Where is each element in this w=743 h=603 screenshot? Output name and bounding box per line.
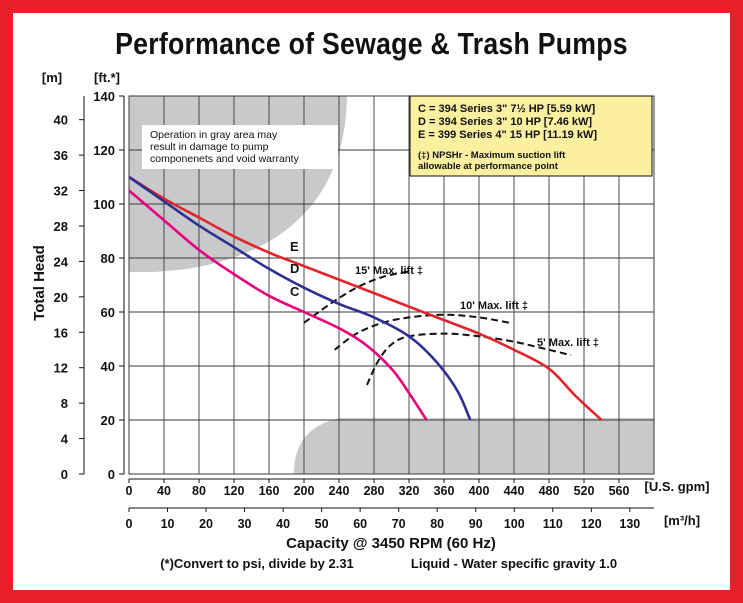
legend-box bbox=[409, 95, 653, 177]
npsh-curves: 15' Max. lift ‡ 10' Max. lift ‡ 5' Max. li… bbox=[303, 265, 599, 386]
x-tick-label-gpm: 240 bbox=[329, 484, 350, 498]
x-tick-label-gpm: 280 bbox=[364, 484, 385, 498]
y-tick-label-m: 36 bbox=[54, 148, 68, 163]
y-tick-label-ft: 60 bbox=[101, 305, 115, 320]
x-tick-label-gpm: 120 bbox=[224, 484, 245, 498]
y-tick-label-m: 24 bbox=[54, 254, 69, 269]
x-tick-label-m3h: 80 bbox=[430, 517, 444, 531]
y-tick-label-m: 0 bbox=[61, 467, 68, 482]
series-line-E bbox=[128, 175, 603, 421]
x-tick-label-m3h: 130 bbox=[619, 517, 640, 531]
npsh-label: 15' Max. lift ‡ bbox=[355, 265, 423, 277]
footnote: (*)Convert to psi, divide by 2.31 bbox=[160, 556, 354, 571]
y-tick-label-ft: 40 bbox=[101, 359, 115, 374]
npsh-curve bbox=[334, 313, 510, 351]
series-label-E: E bbox=[290, 239, 299, 254]
series-line-C bbox=[128, 189, 428, 421]
y-tick-label-ft: 120 bbox=[93, 143, 115, 158]
y-tick-label-m: 40 bbox=[54, 113, 68, 128]
x-tick-label-m3h: 40 bbox=[276, 517, 290, 531]
gray-area-note: Operation in gray area may result in dama… bbox=[150, 129, 300, 165]
x-tick-label-gpm: 520 bbox=[574, 484, 595, 498]
npsh-curve bbox=[303, 270, 410, 324]
series-label-D: D bbox=[290, 261, 299, 276]
y-tick-label-ft: 140 bbox=[93, 89, 115, 104]
x-tick-label-gpm: 80 bbox=[192, 484, 206, 498]
safe-operating-area bbox=[129, 96, 654, 474]
x-unit-primary: [U.S. gpm] bbox=[645, 479, 710, 494]
x-tick-label-gpm: 560 bbox=[609, 484, 630, 498]
y-tick-label-m: 32 bbox=[54, 184, 68, 199]
x-tick-label-gpm: 0 bbox=[126, 484, 133, 498]
chart-title: Performance of Sewage & Trash Pumps bbox=[115, 26, 628, 61]
series-line-D bbox=[128, 175, 472, 421]
series-label-C: C bbox=[290, 284, 300, 299]
x-tick-label-gpm: 440 bbox=[504, 484, 525, 498]
x-tick-label-gpm: 320 bbox=[399, 484, 420, 498]
y-tick-label-ft: 80 bbox=[101, 251, 115, 266]
y-tick-label-m: 28 bbox=[54, 219, 68, 234]
x-tick-label-m3h: 100 bbox=[504, 517, 525, 531]
y-tick-label-m: 4 bbox=[61, 432, 69, 447]
npsh-curve bbox=[366, 332, 572, 386]
x-tick-label-m3h: 20 bbox=[199, 517, 213, 531]
gray-note-box bbox=[142, 125, 338, 169]
y-tick-label-m: 20 bbox=[54, 290, 68, 305]
liquid-note: Liquid - Water specific gravity 1.0 bbox=[411, 556, 617, 571]
x-tick-label-gpm: 200 bbox=[294, 484, 315, 498]
x-tick-label-m3h: 110 bbox=[543, 517, 563, 531]
x-tick-label-m3h: 90 bbox=[469, 517, 483, 531]
y-tick-label-m: 8 bbox=[61, 396, 68, 411]
x-tick-label-m3h: 70 bbox=[392, 517, 406, 531]
x-tick-label-m3h: 0 bbox=[126, 517, 133, 531]
x-tick-label-m3h: 30 bbox=[238, 517, 252, 531]
y-axis-label: Total Head bbox=[31, 245, 48, 321]
x-tick-label-m3h: 10 bbox=[161, 517, 175, 531]
x-tick-label-m3h: 50 bbox=[315, 517, 329, 531]
x-unit-secondary: [m³/h] bbox=[664, 513, 700, 528]
y-tick-label-ft: 100 bbox=[93, 197, 115, 212]
x-tick-label-gpm: 160 bbox=[259, 484, 280, 498]
npsh-label: 5' Max. lift ‡ bbox=[537, 337, 599, 349]
y-tick-label-ft: 20 bbox=[101, 413, 115, 428]
legend-note: (‡) NPSHr - Maximum suction lift allowabl… bbox=[418, 150, 566, 172]
x-tick-label-gpm: 360 bbox=[434, 484, 455, 498]
x-tick-label-gpm: 480 bbox=[539, 484, 560, 498]
y-tick-label-m: 16 bbox=[54, 325, 68, 340]
x-tick-label-m3h: 60 bbox=[353, 517, 367, 531]
y-tick-label-ft: 0 bbox=[108, 467, 115, 482]
npsh-label: 10' Max. lift ‡ bbox=[460, 300, 528, 312]
pump-curves bbox=[128, 175, 603, 421]
legend: C = 394 Series 3" 7½ HP [5.59 kW] D = 394… bbox=[418, 103, 597, 141]
y-unit-ft: [ft.*] bbox=[94, 70, 120, 85]
plot-border bbox=[128, 95, 655, 475]
x-tick-label-gpm: 400 bbox=[469, 484, 490, 498]
y-unit-m: [m] bbox=[42, 70, 62, 85]
x-tick-label-gpm: 40 bbox=[157, 484, 171, 498]
x-tick-label-m3h: 120 bbox=[581, 517, 602, 531]
x-axis-label: Capacity @ 3450 RPM (60 Hz) bbox=[286, 535, 496, 552]
y-tick-label-m: 12 bbox=[54, 361, 68, 376]
curve-labels: EDC bbox=[290, 239, 300, 299]
